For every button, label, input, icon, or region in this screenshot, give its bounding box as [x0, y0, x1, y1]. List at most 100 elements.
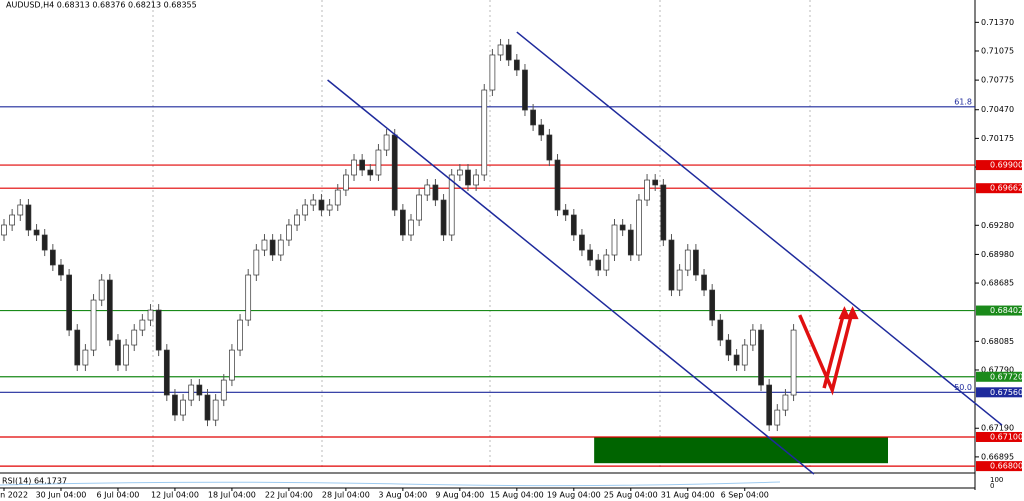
candle-body	[554, 159, 561, 211]
x-tick-label: 31 Aug 04:00	[661, 491, 715, 500]
candle-body	[717, 319, 724, 341]
candle-body	[277, 239, 284, 256]
y-tick-label: 0.71370	[981, 18, 1014, 27]
price-badge	[976, 461, 1022, 472]
x-tick-label: 24 Jun 2022	[0, 491, 28, 500]
y-tick-label: 0.68085	[981, 337, 1014, 346]
candle-body	[359, 159, 366, 171]
candle-body	[98, 279, 105, 301]
forecast-arrow	[798, 309, 855, 396]
x-tick-label: 25 Aug 04:00	[604, 491, 658, 500]
price-badge	[976, 371, 1022, 382]
price-badge-label: 0.67720	[990, 372, 1023, 381]
candle-body	[465, 169, 471, 186]
candle-body	[790, 329, 797, 396]
arrow-head	[838, 306, 851, 320]
candle-body	[693, 249, 699, 276]
candle-body	[595, 259, 602, 271]
candle-body	[351, 159, 357, 176]
candle-body	[269, 239, 276, 256]
level-label: 50.0	[954, 383, 972, 392]
candle-body	[220, 379, 227, 401]
candle-body	[668, 239, 675, 291]
candle-body	[424, 184, 431, 196]
candle-body	[318, 199, 325, 211]
candle-body	[766, 384, 773, 426]
arrow-head	[846, 306, 859, 320]
channel-line	[516, 31, 1003, 426]
candle-body	[294, 214, 300, 226]
candle-body	[456, 169, 463, 176]
candle-body	[204, 394, 211, 421]
x-tick-label: 19 Aug 04:00	[547, 491, 601, 500]
candle-body	[400, 209, 406, 236]
candle-body	[123, 344, 129, 366]
candle-body	[58, 264, 64, 276]
candle-body	[41, 234, 48, 251]
candle-body	[82, 349, 89, 366]
candle-body	[106, 279, 113, 341]
y-tick-label: 0.67190	[981, 424, 1014, 433]
candle-body	[74, 329, 81, 366]
channel-line	[327, 79, 815, 475]
candle-body	[448, 174, 455, 236]
x-tick-label: 15 Aug 04:00	[490, 491, 544, 500]
price-badge-label: 0.69662	[990, 184, 1023, 193]
candle-body	[391, 134, 398, 211]
x-tick-label: 18 Jul 04:00	[208, 491, 256, 500]
candle-body	[505, 44, 512, 61]
candle-body	[155, 309, 162, 351]
candle-body	[245, 274, 252, 321]
price-badge	[976, 183, 1022, 194]
y-tick-label: 0.69280	[981, 221, 1014, 230]
candle-body	[17, 204, 24, 216]
x-tick-label: 3 Aug 04:00	[378, 491, 427, 500]
candle-body	[652, 179, 659, 186]
candle-body	[619, 224, 626, 231]
candle-body	[513, 59, 520, 71]
candle-body	[9, 214, 15, 226]
candle-body	[741, 344, 748, 366]
candle-body	[489, 54, 496, 91]
candle-body	[375, 149, 382, 176]
candle-body	[774, 409, 781, 426]
candle-body	[188, 384, 195, 401]
price-badge-label: 0.66800	[990, 462, 1023, 471]
x-tick-label: 6 Sep 04:00	[721, 491, 769, 500]
x-tick-label: 12 Jul 04:00	[151, 491, 199, 500]
candle-body	[33, 229, 40, 236]
candle-body	[253, 249, 260, 276]
candle-body	[334, 189, 341, 206]
indicator-label: RSI(14) 64.1737	[2, 477, 67, 486]
candle-body	[163, 349, 170, 396]
candle-body	[473, 174, 479, 186]
candle-body	[90, 299, 97, 351]
y-tick-label: 0.68685	[981, 279, 1014, 288]
candle-body	[286, 224, 292, 241]
x-tick-label: 9 Aug 04:00	[435, 491, 484, 500]
candle-body	[147, 309, 154, 321]
x-tick-label: 6 Jul 04:00	[97, 491, 140, 500]
vertical-grid	[152, 0, 811, 470]
candle-body	[522, 69, 528, 111]
price-badge-label: 0.67100	[990, 432, 1023, 441]
y-tick-label: 0.71075	[981, 46, 1014, 55]
indicator-min: 0	[990, 482, 994, 490]
candle-body	[611, 224, 618, 256]
candle-body	[440, 199, 447, 236]
price-badge-label: 0.68402	[990, 306, 1023, 315]
candle-body	[49, 249, 56, 266]
candle-body	[326, 204, 333, 211]
price-badge	[976, 305, 1022, 316]
y-tick-label: 0.70775	[981, 76, 1014, 85]
candle-body	[237, 319, 243, 351]
candle-body	[660, 184, 667, 241]
y-tick-label: 0.66895	[981, 452, 1014, 461]
y-tick-label: 0.70175	[981, 134, 1014, 143]
candle-body	[343, 174, 349, 191]
candle-body	[709, 289, 716, 321]
candle-body	[579, 234, 585, 251]
candle-body	[310, 199, 317, 206]
